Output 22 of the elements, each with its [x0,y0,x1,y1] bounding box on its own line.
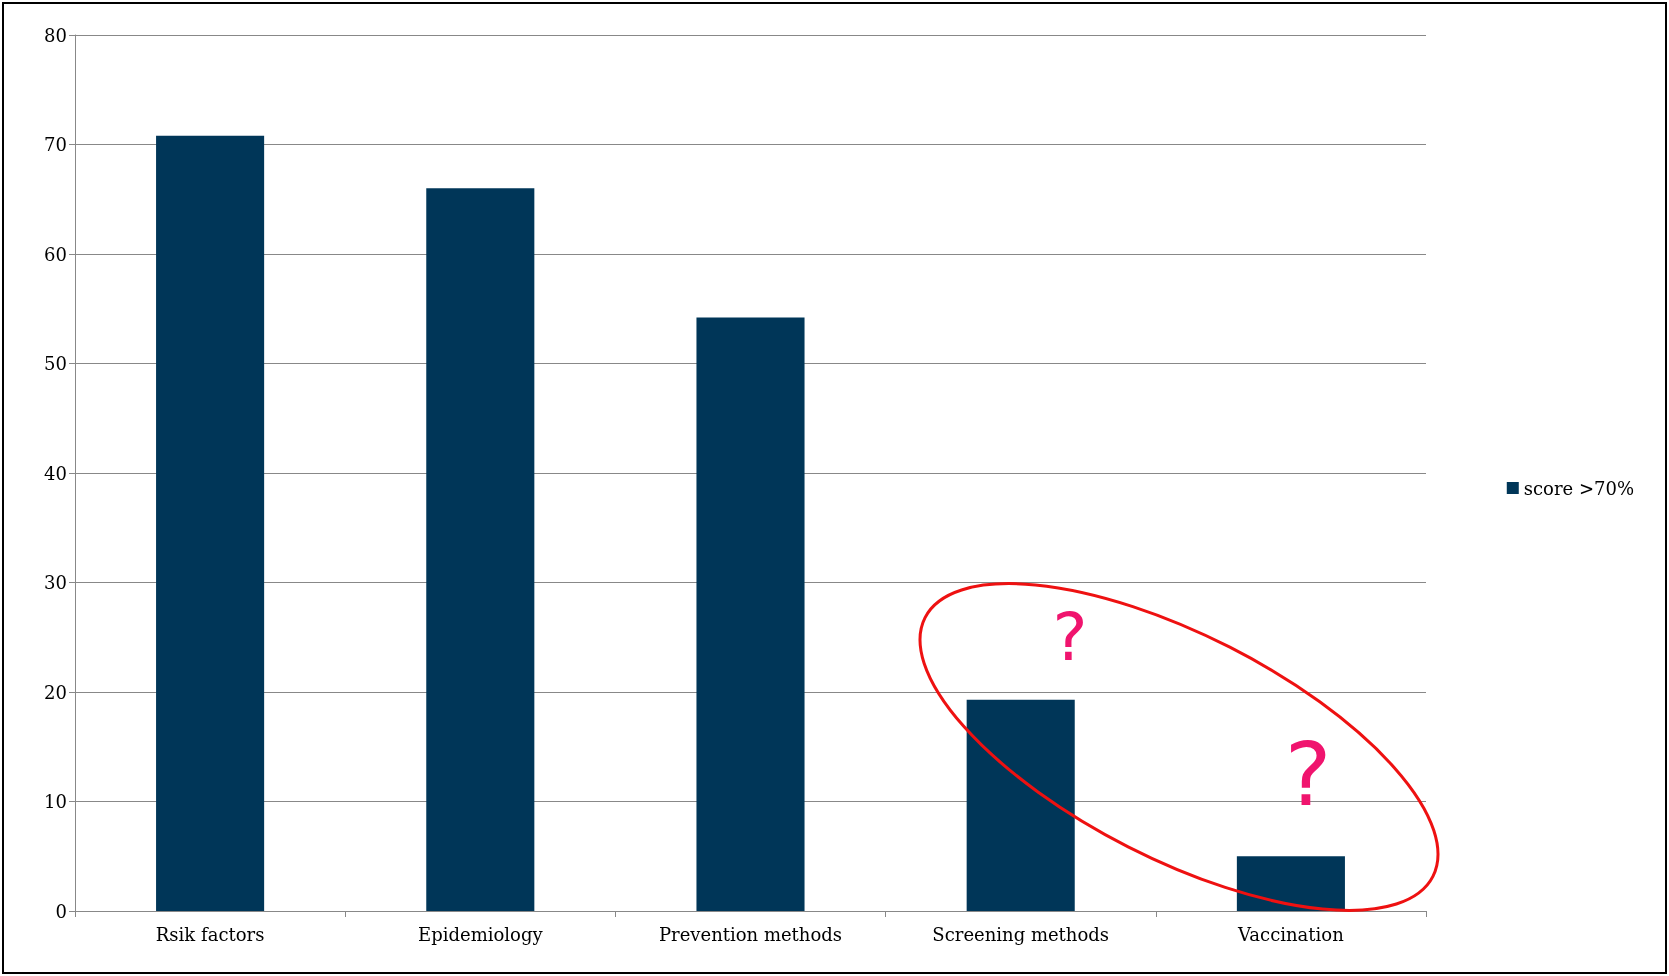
bar [1236,856,1345,911]
bar [426,188,535,911]
y-tick-label: 80 [44,24,67,46]
annotation: ? [1052,599,1088,676]
x-tick-label: Rsik factors [155,923,265,945]
y-tick-label: 20 [44,681,67,703]
bar [696,317,805,911]
x-tick-label: Vaccination [1237,923,1345,945]
bar [966,699,1075,911]
y-tick-label: 60 [44,243,67,265]
y-tick-label: 10 [44,791,67,812]
y-tick-label: 70 [44,134,67,155]
x-tick-label: Screening methods [932,923,1110,945]
y-tick-label: 40 [44,462,67,484]
y-tick-label: 0 [55,900,67,922]
bar [156,135,265,911]
x-tick-label: Prevention methods [658,923,843,945]
legend-label: score >70% [1523,477,1635,499]
y-tick-label: 50 [44,353,67,374]
x-tick-label: Epidemiology [418,923,544,945]
annotation: ? [1284,723,1332,826]
y-tick-label: 30 [44,572,67,593]
